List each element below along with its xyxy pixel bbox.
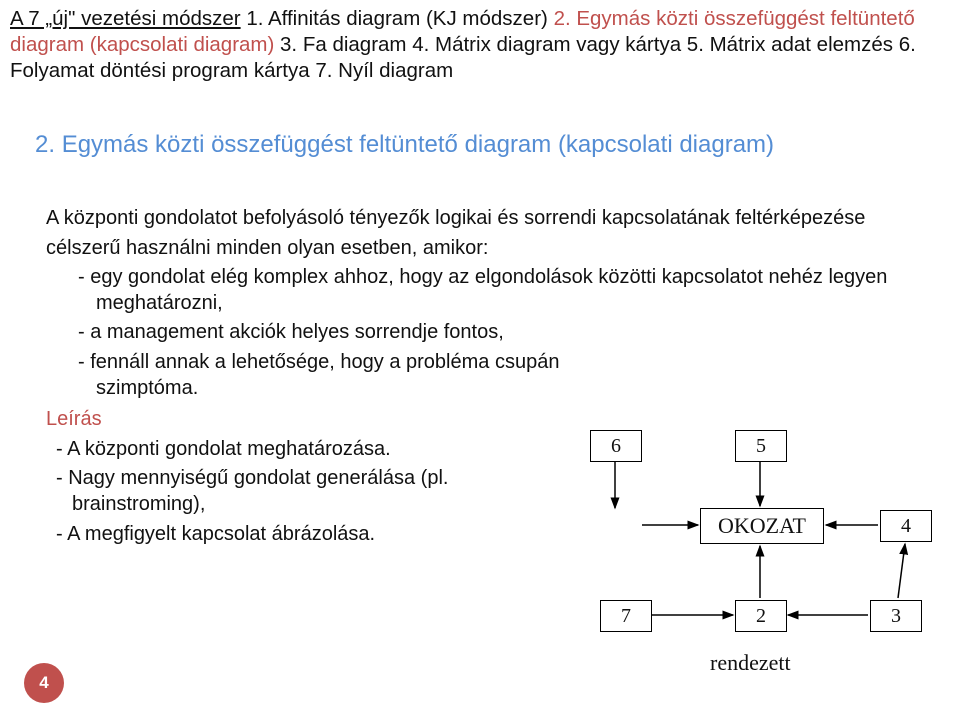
hdr-item-4: 4. Mátrix diagram vagy kártya — [412, 33, 681, 56]
header-block: A 7 „új" vezetési módszer 1. Affinitás d… — [10, 6, 950, 85]
desc-3: - A megfigyelt kapcsolat ábrázolása. — [72, 522, 566, 548]
hdr-item-1: 1. Affinitás diagram (KJ módszer) — [246, 7, 548, 30]
para-1: A központi gondolatot befolyásoló tényez… — [72, 206, 926, 232]
section-num: 2. — [35, 131, 55, 158]
bullet-3: - fennáll annak a lehetősége, hogy a pro… — [96, 350, 566, 401]
relation-diagram: 1 5 6 OKOZAT 4 7 2 3 rendezett — [560, 430, 950, 690]
hdr-item-5: 5. Mátrix adat elemzés — [687, 33, 893, 56]
bullet-1: - egy gondolat elég komplex ahhoz, hogy … — [96, 265, 926, 316]
desc-heading: Leírás — [46, 407, 566, 433]
section-heading: 2. Egymás közti összefüggést feltüntető … — [35, 130, 945, 160]
header-title: A 7 „új" vezetési módszer — [10, 7, 241, 30]
slide-number: 4 — [24, 663, 64, 703]
desc-1: - A központi gondolat meghatározása. — [72, 437, 566, 463]
section-title: Egymás közti összefüggést feltüntető dia… — [62, 131, 774, 158]
bullet-2: - a management akciók helyes sorrendje f… — [96, 320, 566, 346]
desc-2: - Nagy mennyiségű gondolat generálása (p… — [72, 466, 566, 517]
hdr-item-3: 3. Fa diagram — [280, 33, 406, 56]
para-2: célszerű használni minden olyan esetben,… — [72, 236, 926, 262]
diagram-arrows — [560, 430, 950, 690]
hdr-item-7: 7. Nyíl diagram — [315, 59, 453, 82]
